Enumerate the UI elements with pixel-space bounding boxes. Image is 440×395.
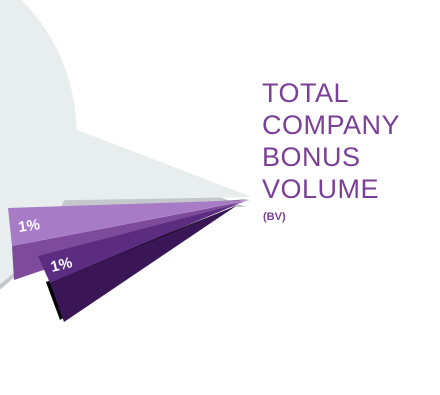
slice-2-side — [50, 206, 236, 322]
main-label-sub: (BV) — [263, 211, 286, 223]
slice-1-top — [8, 200, 250, 246]
main-label-line-3: BONUS — [262, 142, 361, 172]
slice-2-label: 1% — [49, 254, 74, 276]
main-label-line-4: VOLUME — [262, 174, 379, 204]
slice-1-label: 1% — [17, 216, 41, 236]
main-label-line-2: COMPANY — [262, 110, 400, 140]
slice-2-top — [38, 204, 238, 283]
main-slice-bv — [0, 0, 252, 285]
main-label-line-1: TOTAL — [262, 78, 349, 108]
